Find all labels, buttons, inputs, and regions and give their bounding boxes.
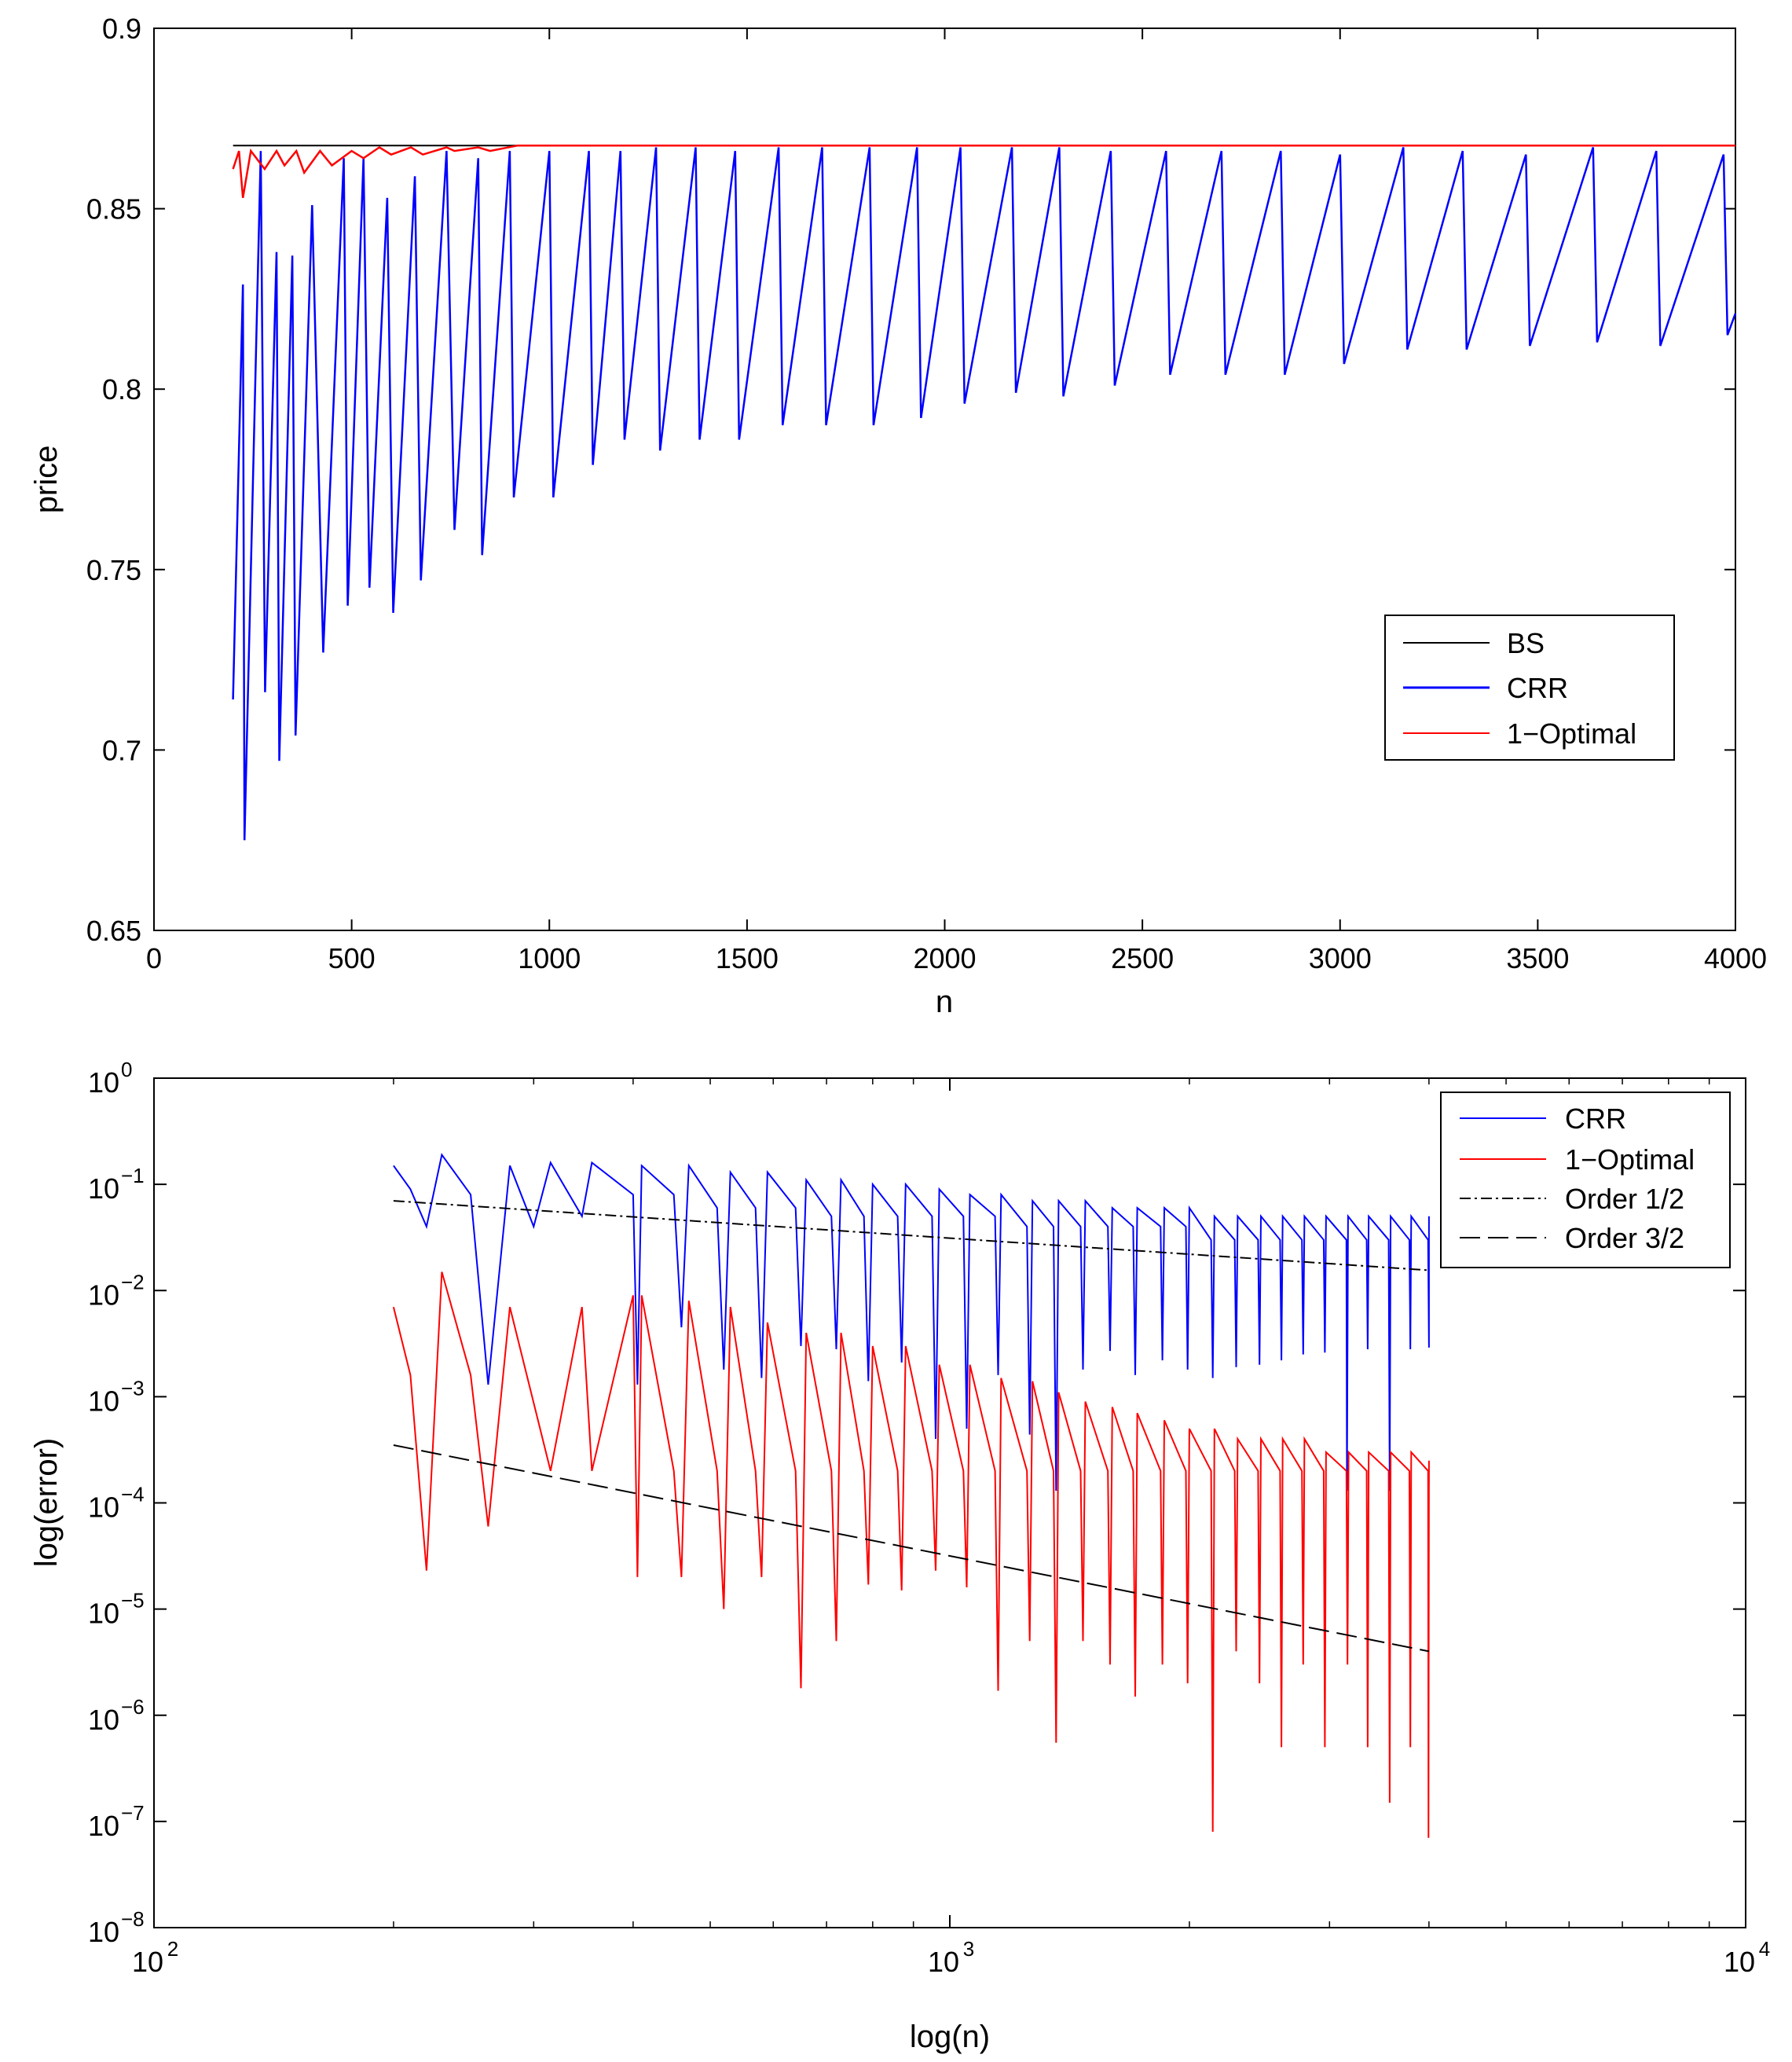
error-plot-ylabel: log(error)	[29, 1438, 64, 1567]
price-x-tick-label: 3500	[1506, 942, 1569, 974]
error-plot: 10 2 10 3 10 410 010 −110 −210 −310 −410 −510 −610 −7…	[29, 1058, 1770, 2054]
error-plot-series	[392, 1153, 1430, 1838]
error-y-tick-label: 10	[88, 1385, 119, 1417]
error-x-tick-exponent: 4	[1759, 1937, 1770, 1961]
legend-crr-label: CRR	[1507, 672, 1568, 704]
error-y-tick-exponent: −7	[121, 1801, 145, 1825]
error-y-tick-exponent: −6	[121, 1695, 145, 1719]
price-y-tick-label: 0.7	[102, 734, 141, 766]
series-crr-price	[232, 147, 1737, 841]
price-y-tick-label: 0.85	[86, 193, 141, 226]
price-plot-legend: BS CRR 1−Optimal	[1384, 615, 1675, 761]
price-plot-ylabel: price	[29, 446, 64, 514]
price-x-tick-label: 1000	[518, 942, 581, 974]
price-x-tick-label: 3000	[1309, 942, 1372, 974]
error-y-tick-exponent: −4	[121, 1483, 145, 1506]
legend-optimal-label: 1−Optimal	[1507, 717, 1636, 750]
error-x-tick-label: 10	[1724, 1946, 1755, 1978]
price-y-tick-label: 0.75	[86, 554, 141, 586]
error-y-tick-exponent: −1	[121, 1164, 145, 1187]
price-plot-xlabel: n	[936, 985, 953, 1019]
legend-order-three-halves-label: Order 3/2	[1565, 1222, 1684, 1254]
series-crr-error	[393, 1153, 1430, 1491]
price-x-tick-label: 1500	[716, 942, 779, 974]
price-plot-axes-box	[153, 28, 1736, 931]
error-y-tick-label: 10	[88, 1916, 119, 1948]
price-plot: 0 500 1000 1500 2000 2500 3000 3500 4000 0.65 0.7 0…	[29, 13, 1767, 1019]
error-y-tick-exponent: 0	[121, 1058, 132, 1081]
error-x-tick-label: 10	[132, 1946, 163, 1978]
price-plot-ticks: 0 500 1000 1500 2000 2500 3000 3500 4000 0.65 0.7 0…	[86, 13, 1767, 974]
price-y-tick-label: 0.65	[86, 915, 141, 947]
error-y-tick-label: 10	[88, 1279, 119, 1311]
legend-optimal-error-label: 1−Optimal	[1565, 1143, 1695, 1176]
error-y-tick-label: 10	[88, 1598, 119, 1630]
error-y-tick-exponent: −5	[121, 1589, 145, 1613]
series-optimal-price	[232, 144, 1735, 199]
price-x-tick-label: 4000	[1704, 942, 1767, 974]
series-optimal-error	[392, 1271, 1430, 1838]
error-plot-xlabel: log(n)	[910, 2020, 990, 2054]
error-y-tick-exponent: −3	[121, 1376, 145, 1400]
error-y-tick-label: 10	[88, 1172, 119, 1205]
error-y-tick-exponent: −8	[121, 1907, 145, 1931]
legend-bs-label: BS	[1507, 627, 1545, 659]
price-x-tick-label: 0	[146, 942, 162, 974]
price-x-tick-label: 2500	[1111, 942, 1174, 974]
error-x-tick-exponent: 3	[963, 1937, 974, 1961]
error-plot-ticks: 10 2 10 3 10 410 010 −110 −210 −310 −410 −510 −610 −7…	[88, 1058, 1770, 1978]
error-x-tick-exponent: 2	[167, 1937, 178, 1961]
price-x-tick-label: 2000	[913, 942, 976, 974]
price-plot-series	[232, 144, 1737, 841]
legend-order-half-label: Order 1/2	[1565, 1183, 1684, 1215]
error-plot-legend: CRR 1−Optimal Order 1/2 Order 3/2	[1440, 1092, 1731, 1268]
error-y-tick-label: 10	[88, 1066, 119, 1099]
series-order-three-halves	[393, 1444, 1430, 1653]
error-y-tick-label: 10	[88, 1491, 119, 1524]
error-y-tick-label: 10	[88, 1810, 119, 1842]
error-x-tick-label: 10	[928, 1946, 959, 1978]
error-y-tick-label: 10	[88, 1704, 119, 1736]
price-y-tick-label: 0.8	[102, 373, 141, 405]
legend-crr-error-label: CRR	[1565, 1103, 1626, 1135]
series-order-half	[393, 1200, 1429, 1271]
price-x-tick-label: 500	[328, 942, 376, 974]
price-y-tick-label: 0.9	[102, 13, 141, 45]
error-y-tick-exponent: −2	[121, 1270, 145, 1293]
